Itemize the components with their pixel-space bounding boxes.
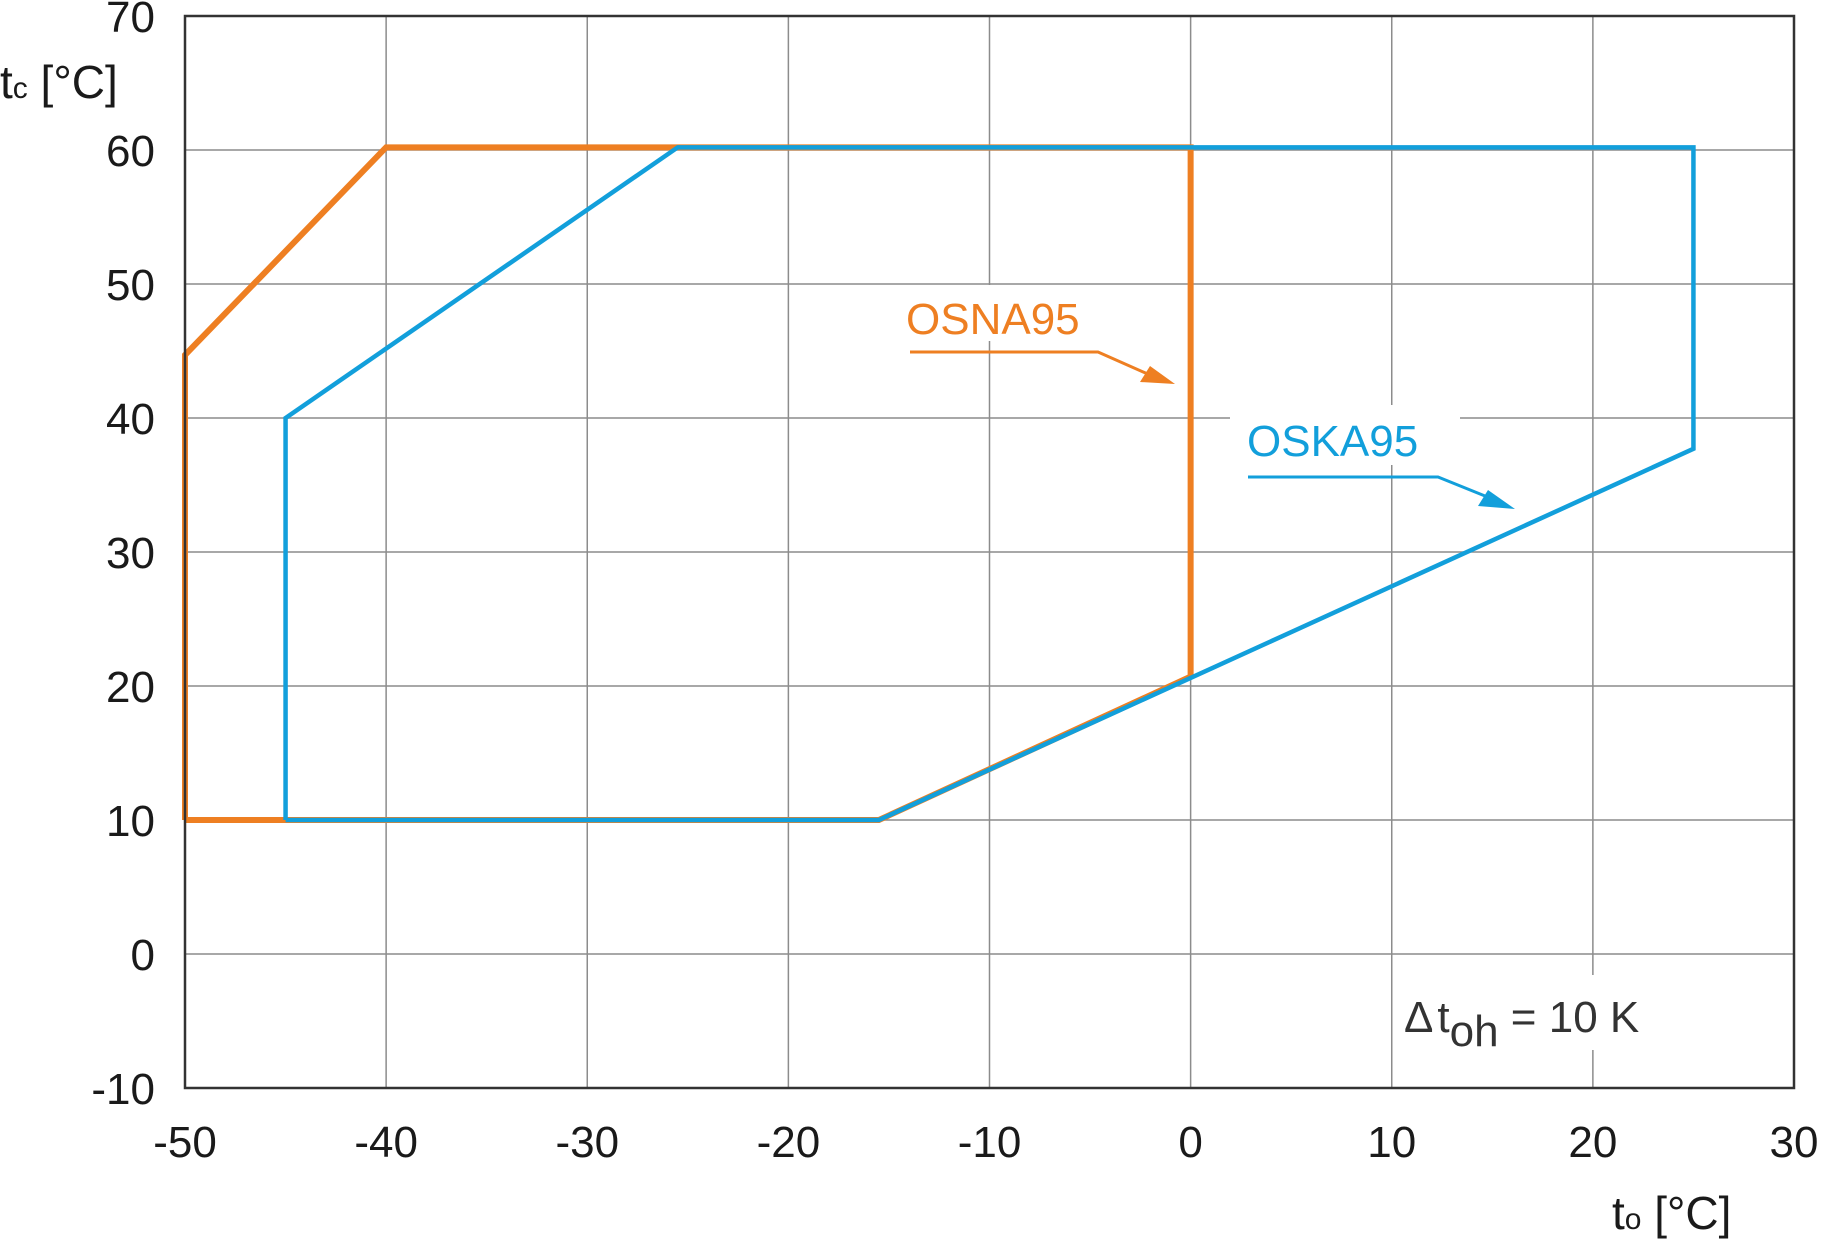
y-tick-label: 70: [106, 0, 155, 42]
grid: [184, 15, 1795, 1089]
svg-text:Δtoh = 10 K: Δtoh = 10 K: [1404, 993, 1639, 1056]
y-tick-label: 0: [131, 931, 155, 980]
arrow-head-icon: [1140, 366, 1175, 384]
series-line-osna95: [182, 144, 1194, 823]
arrow-head-icon: [1478, 490, 1515, 509]
y-tick-label: 30: [106, 529, 155, 578]
x-axis-label: to [°C]: [1612, 1187, 1731, 1239]
y-tick-label: 40: [106, 395, 155, 444]
legend-osna95: OSNA95: [900, 285, 1175, 384]
legend-oskas95: OSKA95: [1230, 405, 1515, 509]
callout-line: [1248, 475, 1491, 500]
x-tick-label: -10: [958, 1118, 1022, 1167]
x-tick-label: 20: [1568, 1118, 1617, 1167]
legend-label-oska95: OSKA95: [1247, 417, 1418, 466]
x-tick-label: -40: [354, 1118, 418, 1167]
x-tick-label: -50: [153, 1118, 217, 1167]
series-layer: [182, 144, 1696, 823]
x-tick-labels: -50 -40 -30 -20 -10 0 10 20 30: [153, 1118, 1818, 1167]
x-tick-label: -20: [757, 1118, 821, 1167]
plot-frame: [183, 14, 1796, 1090]
x-tick-label: 10: [1367, 1118, 1416, 1167]
y-tick-label: 10: [106, 797, 155, 846]
legend-label-osna95: OSNA95: [906, 295, 1080, 344]
y-tick-label: -10: [91, 1065, 155, 1114]
y-tick-label: 50: [106, 261, 155, 310]
callout-line: [910, 350, 1151, 377]
y-tick-label: 60: [106, 127, 155, 176]
y-axis-label: tc [°C]: [0, 56, 118, 108]
x-tick-label: 30: [1770, 1118, 1819, 1167]
series-line-oska95: [283, 145, 1696, 823]
superheat-annotation: Δtoh = 10 K: [1398, 975, 1680, 1056]
x-tick-label: -30: [555, 1118, 619, 1167]
y-tick-label: 20: [106, 663, 155, 712]
x-tick-label: 0: [1178, 1118, 1202, 1167]
y-tick-labels: -10 0 10 20 30 40 50 60 70: [91, 0, 155, 1114]
